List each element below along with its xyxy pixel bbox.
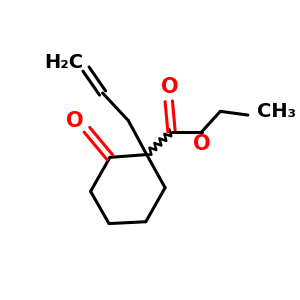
Text: CH₃: CH₃ xyxy=(257,102,296,121)
Text: O: O xyxy=(66,111,84,130)
Text: O: O xyxy=(193,134,211,154)
Text: O: O xyxy=(161,77,178,98)
Text: H₂C: H₂C xyxy=(44,53,83,72)
